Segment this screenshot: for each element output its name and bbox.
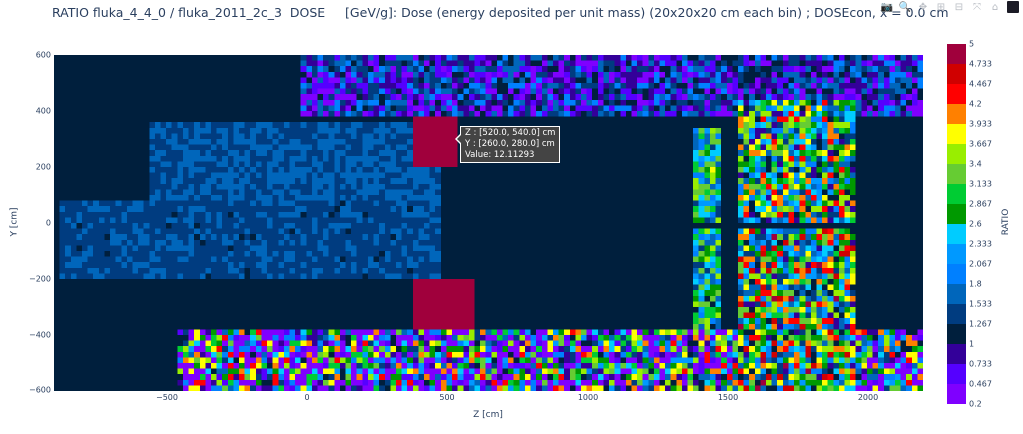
- y-tick-label: 0: [45, 218, 51, 228]
- colorbar-band: [947, 124, 966, 144]
- colorbar-tick-label: 5: [969, 39, 975, 49]
- colorbar-tick-label: 0.467: [969, 379, 992, 389]
- colorbar-tick-label: 4.467: [969, 79, 992, 89]
- zoom-in-icon[interactable]: ⊞: [936, 1, 946, 13]
- colorbar-tick-label: 3.933: [969, 119, 992, 129]
- colorbar-band: [947, 224, 966, 244]
- colorbar-tick-label: 2.067: [969, 259, 992, 269]
- x-tick-label: 500: [439, 393, 455, 402]
- x-tick-label: 1000: [577, 393, 599, 402]
- colorbar-band: [947, 344, 966, 364]
- y-tick-label: 400: [35, 106, 51, 116]
- colorbar-band: [947, 64, 966, 84]
- y-tick-label: 200: [35, 162, 51, 172]
- colorbar-tick-label: 1.8: [969, 279, 982, 289]
- x-tick-label: 1500: [717, 393, 739, 402]
- x-tick-label: 2000: [857, 393, 879, 402]
- x-axis-title: Z [cm]: [473, 410, 503, 420]
- colorbar-band: [947, 144, 966, 164]
- zoom-icon[interactable]: 🔍: [898, 1, 912, 13]
- colorbar-band: [947, 204, 966, 224]
- colorbar-tick-label: 0.733: [969, 359, 992, 369]
- colorbar-title: RATIO: [1001, 208, 1011, 236]
- y-tick-label: −400: [29, 330, 51, 340]
- colorbar-band: [947, 244, 966, 264]
- y-tick-label: −600: [29, 385, 51, 395]
- y-tick-label: 600: [35, 50, 51, 60]
- colorbar-band: [947, 264, 966, 284]
- zoom-out-icon[interactable]: ⊟: [954, 1, 964, 13]
- hover-tooltip: Z : [520.0, 540.0] cm Y : [260.0, 280.0]…: [454, 126, 561, 163]
- colorbar-tick-label: 2.333: [969, 239, 992, 249]
- colorbar-band: [947, 104, 966, 124]
- colorbar-band: [947, 44, 966, 64]
- colorbar-tick-label: 4.733: [969, 59, 992, 69]
- colorbar-band: [947, 364, 966, 384]
- colorbar-tick-label: 1: [969, 339, 975, 349]
- colorbar-band: [947, 184, 966, 204]
- colorbar: [947, 44, 966, 404]
- colorbar-band: [947, 384, 966, 404]
- colorbar-band: [947, 324, 966, 344]
- autoscale-icon[interactable]: ⤧: [973, 1, 981, 13]
- chart-title: RATIO fluka_4_4_0 / fluka_2011_2c_3 DOSE…: [52, 5, 949, 20]
- colorbar-tick-label: 0.2: [969, 399, 982, 409]
- pan-icon[interactable]: ✥: [918, 1, 928, 13]
- heatmap-plot-area[interactable]: [54, 55, 923, 391]
- colorbar-tick-label: 3.4: [969, 159, 982, 169]
- hover-z: Z : [520.0, 540.0] cm: [465, 128, 556, 138]
- hover-y: Y : [260.0, 280.0] cm: [465, 139, 555, 149]
- colorbar-tick-label: 1.267: [969, 319, 992, 329]
- colorbar-band: [947, 164, 966, 184]
- plotly-logo-icon[interactable]: [1007, 1, 1019, 13]
- colorbar-tick-label: 3.667: [969, 139, 992, 149]
- home-icon[interactable]: ⌂: [991, 1, 999, 13]
- heatmap-canvas[interactable]: [54, 55, 923, 391]
- colorbar-band: [947, 304, 966, 324]
- hover-value: Value: 12.11293: [465, 150, 535, 160]
- colorbar-tick-label: 3.133: [969, 179, 992, 189]
- y-tick-label: −200: [29, 274, 51, 284]
- x-tick-label: 0: [304, 393, 310, 402]
- x-tick-label: −500: [156, 393, 178, 402]
- colorbar-tick-label: 1.533: [969, 299, 992, 309]
- colorbar-tick-label: 4.2: [969, 99, 982, 109]
- colorbar-tick-label: 2.6: [969, 219, 982, 229]
- y-axis-title: Y [cm]: [9, 207, 20, 237]
- camera-icon[interactable]: 📷: [880, 1, 894, 13]
- modebar: 📷 🔍 ✥ ⊞ ⊟ ⤧ ⌂: [881, 0, 1019, 14]
- colorbar-tick-label: 2.867: [969, 199, 992, 209]
- colorbar-band: [947, 284, 966, 304]
- colorbar-band: [947, 84, 966, 104]
